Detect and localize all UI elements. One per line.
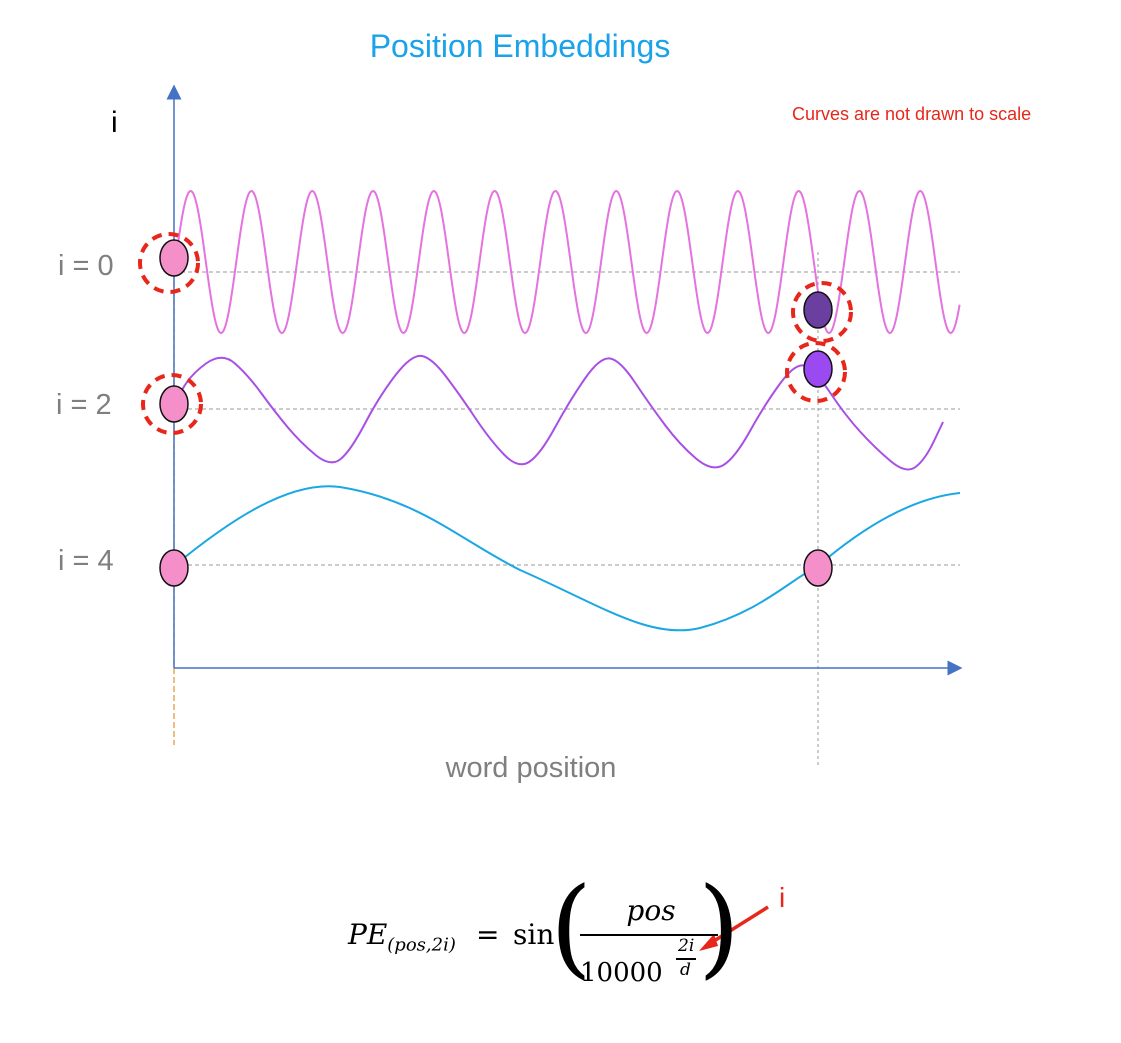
highlight-ring-i0-pos0: [138, 232, 200, 294]
formula-sin: sin: [513, 918, 555, 951]
pointer-label: i: [779, 882, 786, 913]
marker-i4-posN: [803, 549, 833, 587]
y-axis-label: i: [111, 106, 118, 139]
marker-i0-pos0: [159, 239, 189, 277]
diagram-title: Position Embeddings: [369, 28, 671, 64]
marker-i0-posN: [803, 291, 833, 329]
formula-fraction-bar: [580, 934, 718, 936]
formula-close-paren: ): [698, 865, 741, 990]
pointer-arrow-head: [699, 934, 718, 951]
formula-numerator: pos: [626, 894, 676, 927]
marker-i2-pos0: [159, 385, 189, 423]
marker-i2-posN: [803, 350, 833, 388]
formula-subscript: (pos,2i): [387, 934, 456, 956]
highlight-ring-i2-posN: [785, 341, 847, 403]
formula-open-paren: (: [550, 865, 593, 990]
formula-equals: =: [476, 918, 500, 951]
formula-exponent-bar: [676, 958, 696, 960]
formula-exponent-denominator: d: [680, 960, 691, 980]
marker-i4-pos0: [159, 549, 189, 587]
highlight-ring-i2-pos0: [141, 373, 203, 435]
highlight-ring-i0-posN: [791, 281, 853, 343]
row-label-i4: i = 4: [58, 545, 114, 577]
curve-i0: [173, 189, 961, 335]
formula-denominator: 10000: [580, 958, 663, 988]
formula-pe: PE: [348, 918, 388, 951]
formula-lhs: PE(pos,2i): [348, 918, 456, 956]
x-axis-label: word position: [445, 752, 617, 784]
formula-exponent-numerator: 2i: [678, 936, 695, 956]
pointer-arrow: [705, 905, 769, 948]
curve-i4: [173, 485, 961, 632]
scale-note: Curves are not drawn to scale: [792, 104, 1032, 124]
row-label-i0: i = 0: [58, 250, 114, 282]
row-label-i2: i = 2: [56, 389, 112, 421]
